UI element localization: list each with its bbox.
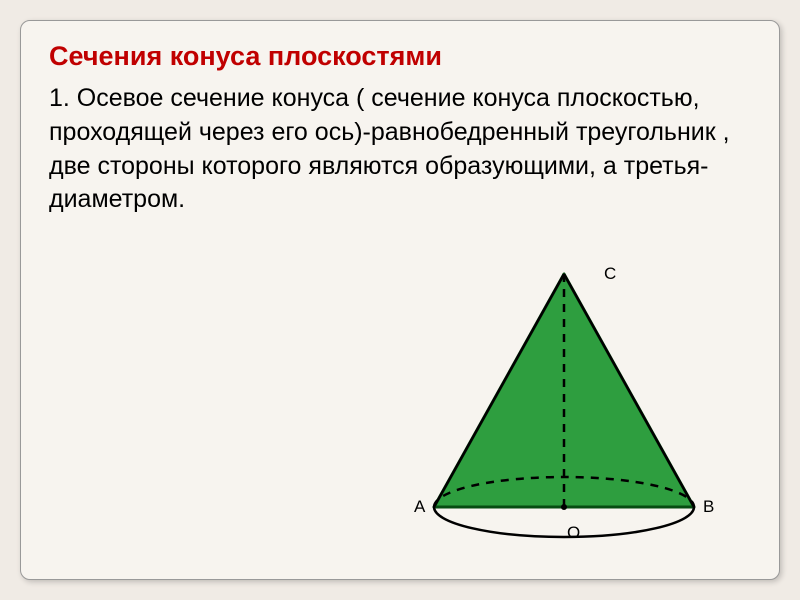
cone-diagram: A B С О	[389, 259, 729, 549]
label-B: B	[703, 497, 714, 517]
slide-card: Сечения конуса плоскостями 1. Осевое сеч…	[20, 20, 780, 580]
slide-body-text: 1. Осевое сечение конуса ( сечение конус…	[49, 82, 751, 217]
cone-svg	[389, 259, 729, 549]
slide-title: Сечения конуса плоскостями	[49, 41, 751, 72]
label-O: О	[567, 523, 580, 543]
label-A: A	[414, 497, 425, 517]
label-C: С	[604, 264, 616, 284]
